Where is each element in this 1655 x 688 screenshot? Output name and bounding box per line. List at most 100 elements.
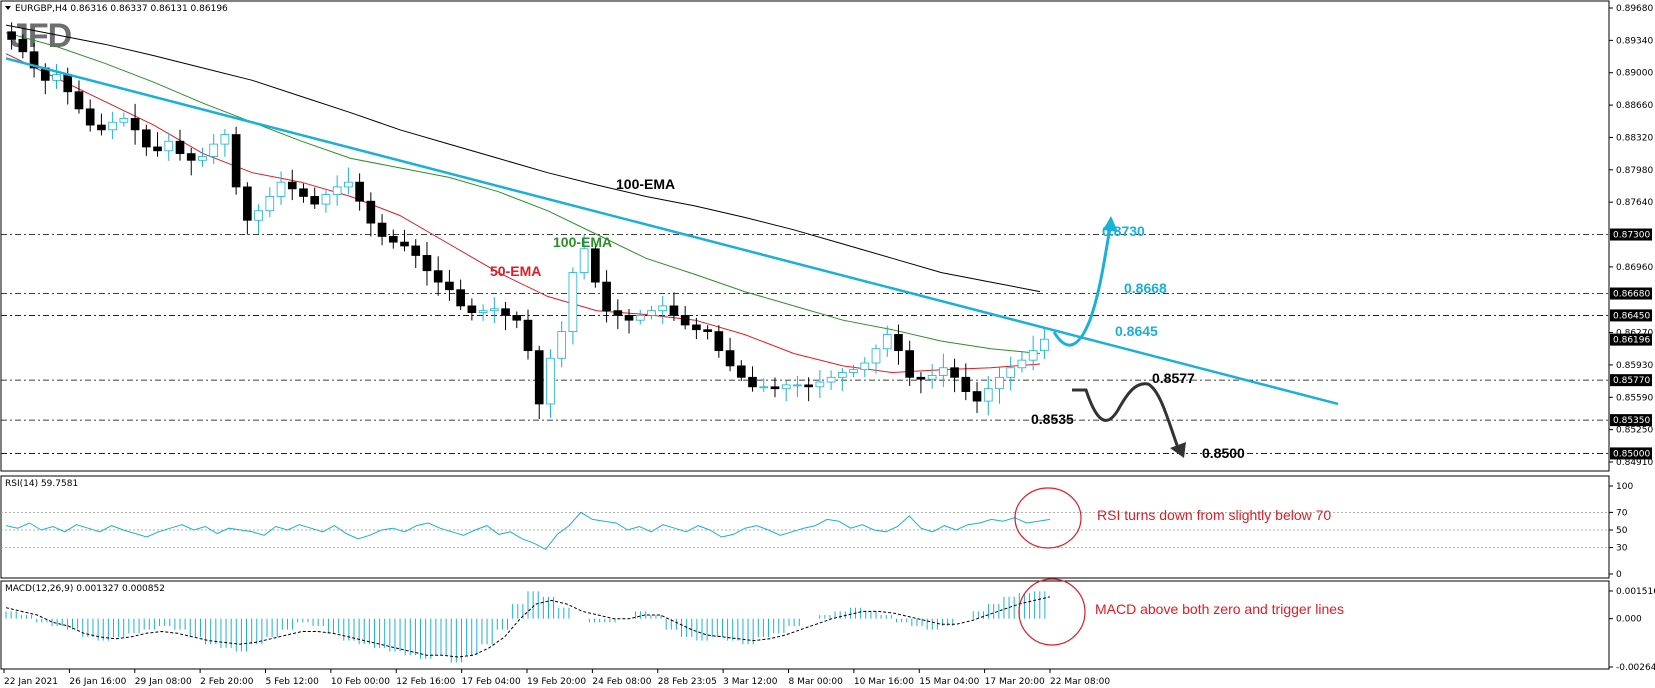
candle-body	[815, 381, 825, 388]
level-price-box	[1610, 287, 1652, 300]
x-tick-label: 19 Feb 20:00	[527, 677, 586, 687]
x-tick-label: 29 Jan 08:00	[135, 677, 192, 687]
y-tick-label: 0.88660	[1616, 101, 1653, 111]
candle-body	[141, 129, 151, 148]
bullish-scenario-arrow	[1052, 227, 1112, 347]
x-tick-label: 22 Mar 08:00	[1050, 677, 1110, 687]
bearish-scenario-arrow	[1072, 382, 1180, 449]
y-tick-label: 0.88320	[1616, 133, 1653, 143]
candle-body	[837, 372, 847, 378]
ema-line-1	[5, 32, 1041, 354]
candle-body	[826, 376, 836, 383]
level-price-box	[1610, 414, 1652, 427]
macd-signal-line	[5, 596, 1051, 658]
candle-body	[310, 196, 320, 205]
candle-body	[635, 315, 645, 321]
candle-body	[647, 310, 656, 316]
candle-body	[1006, 367, 1016, 378]
descending-trendline	[5, 57, 1339, 406]
candle-body	[63, 74, 73, 93]
rsi-tick-label: 0	[1616, 570, 1622, 580]
rsi-tick-label: 50	[1616, 526, 1628, 536]
candle-body	[703, 329, 712, 333]
rsi-tick-label: 30	[1616, 544, 1628, 554]
candle-body	[894, 334, 903, 352]
target-0-8577: 0.8577	[1152, 370, 1195, 386]
symbol-header: EURGBP,H4 0.86316 0.86337 0.86131 0.8619…	[15, 4, 228, 14]
macd-tick-label: 0.001516	[1616, 587, 1655, 597]
candle-body	[939, 367, 948, 376]
rsi-header: RSI(14) 59.7581	[5, 479, 78, 489]
candle-body	[164, 140, 174, 152]
candle-body	[85, 108, 95, 126]
candle-body	[759, 386, 769, 389]
candle-body	[1017, 359, 1027, 369]
candle-body	[534, 350, 544, 405]
collapse-triangle-icon[interactable]	[5, 6, 11, 10]
x-tick-label: 24 Feb 08:00	[592, 677, 651, 687]
y-tick-label: 0.85590	[1616, 393, 1653, 403]
x-tick-label: 28 Feb 23:05	[658, 677, 717, 687]
candle-body	[52, 74, 61, 81]
label-100-ema-green: 100-EMA	[553, 234, 612, 250]
candle-body	[916, 376, 926, 380]
candle-body	[613, 310, 623, 316]
y-tick-label: 0.84910	[1616, 458, 1653, 468]
y-tick-label: 0.89340	[1616, 36, 1653, 46]
rsi-tick-label: 100	[1616, 482, 1633, 492]
rsi-panel-frame	[0, 475, 1610, 579]
candle-body	[905, 350, 915, 378]
target-0-8645: 0.8645	[1115, 323, 1158, 339]
candle-body	[512, 315, 522, 321]
macd-header: MACD(12,26,9) 0.001327 0.000852	[5, 584, 165, 594]
x-tick-label: 17 Mar 20:00	[985, 677, 1045, 687]
label-100-ema-black: 100-EMA	[616, 176, 675, 192]
candle-body	[377, 222, 387, 237]
candle-body	[658, 305, 668, 312]
candle-body	[97, 124, 106, 131]
candle-body	[591, 248, 600, 283]
candle-body	[265, 196, 275, 212]
candle-body	[725, 350, 735, 367]
x-tick-label: 15 Mar 04:00	[919, 677, 979, 687]
candle-body	[276, 181, 286, 197]
candle-body	[770, 386, 780, 390]
candle-body	[804, 384, 813, 388]
target-0-8535: 0.8535	[1031, 411, 1074, 427]
candle-body	[287, 181, 297, 190]
y-tick-label: 0.87640	[1616, 198, 1653, 208]
x-tick-label: 3 Mar 12:00	[723, 677, 778, 687]
candle-body	[860, 362, 870, 371]
candle-body	[602, 281, 611, 312]
y-tick-label: 0.87980	[1616, 166, 1653, 176]
candle-body	[849, 369, 858, 373]
candle-body	[624, 315, 634, 321]
candle-body	[546, 357, 555, 405]
candle-body	[231, 134, 241, 188]
level-price-label: 0.85350	[1613, 416, 1650, 426]
candle-body	[400, 241, 409, 247]
target-0-8668: 0.8668	[1124, 280, 1167, 296]
candle-body	[422, 255, 432, 272]
ema-line-0	[5, 24, 1041, 293]
candle-body	[736, 365, 746, 378]
candle-body	[108, 121, 117, 131]
candle-body	[7, 31, 16, 40]
y-tick-label: 0.85930	[1616, 361, 1653, 371]
x-tick-label: 10 Mar 16:00	[854, 677, 914, 687]
x-tick-label: 26 Jan 16:00	[69, 677, 126, 687]
macd-note: MACD above both zero and trigger lines	[1095, 601, 1344, 617]
candle-body	[153, 146, 162, 152]
candle-body	[557, 331, 567, 359]
candle-body	[1028, 350, 1038, 361]
candle-body	[388, 236, 398, 243]
level-price-label: 0.85000	[1613, 449, 1650, 459]
candle-body	[366, 200, 376, 224]
candle-body	[243, 186, 252, 221]
candle-body	[299, 188, 308, 197]
candle-body	[355, 181, 364, 202]
candle-body	[186, 153, 196, 161]
x-tick-label: 22 Jan 2021	[4, 677, 58, 687]
ema-line-2	[5, 53, 1041, 374]
